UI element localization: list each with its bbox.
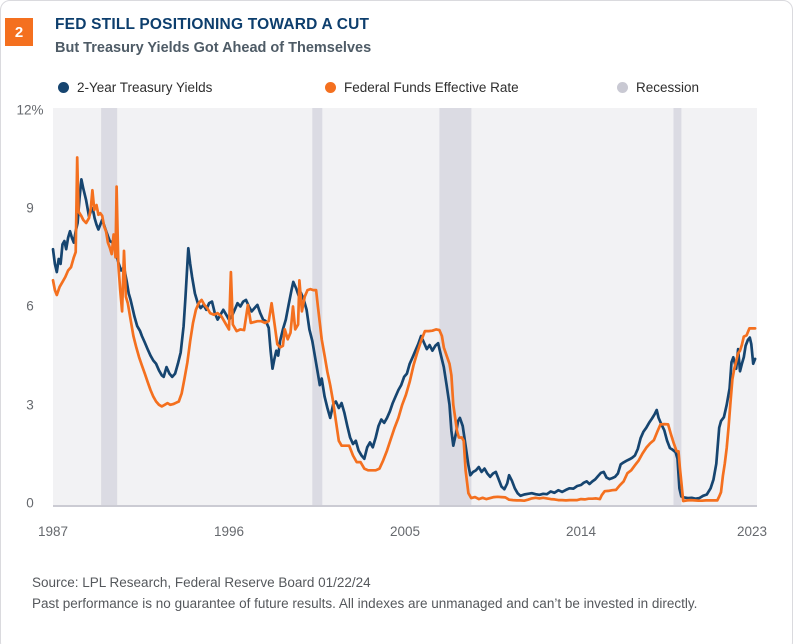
source-block: Source: LPL Research, Federal Reserve Bo… xyxy=(32,572,697,614)
x-axis-tick-1987: 1987 xyxy=(37,524,69,539)
recession-band xyxy=(673,108,682,505)
x-axis-tick-2014: 2014 xyxy=(565,524,597,539)
figure-subtitle: But Treasury Yields Got Ahead of Themsel… xyxy=(55,40,372,56)
x-axis-tick-2023: 2023 xyxy=(736,524,768,539)
legend-item-fed-funds: Federal Funds Effective Rate xyxy=(325,80,519,95)
treasury-series-dot-icon xyxy=(58,82,69,93)
figure-title: FED STILL POSITIONING TOWARD A CUT xyxy=(55,16,370,33)
recession-band xyxy=(101,108,118,505)
y-axis-tick-0: 0 xyxy=(26,495,34,511)
treasury-yield-line xyxy=(51,178,757,501)
chart-svg xyxy=(51,108,757,505)
source-text: Source: LPL Research, Federal Reserve Bo… xyxy=(32,575,371,590)
legend-item-recession: Recession xyxy=(617,80,699,95)
legend-label-fed-funds: Federal Funds Effective Rate xyxy=(344,80,519,95)
y-axis-tick-6: 6 xyxy=(26,298,34,314)
x-axis-tick-2005: 2005 xyxy=(389,524,421,539)
disclaimer-text: Past performance is no guarantee of futu… xyxy=(32,596,698,611)
figure-number-badge: 2 xyxy=(5,18,33,46)
legend-label-recession: Recession xyxy=(636,80,700,95)
y-axis-tick-12: 12% xyxy=(16,102,44,118)
figure-number: 2 xyxy=(14,23,24,41)
y-axis-tick-3: 3 xyxy=(26,397,34,413)
legend-item-treasury-yields: 2-Year Treasury Yields xyxy=(58,80,212,95)
recession-dot-icon xyxy=(617,82,628,93)
y-axis-tick-9: 9 xyxy=(26,200,34,216)
plot-area xyxy=(51,108,757,507)
x-axis-tick-1996: 1996 xyxy=(213,524,245,539)
fed-funds-series-dot-icon xyxy=(325,82,336,93)
legend-label-treasury-yields: 2-Year Treasury Yields xyxy=(77,80,213,95)
fed-funds-line xyxy=(51,156,757,503)
